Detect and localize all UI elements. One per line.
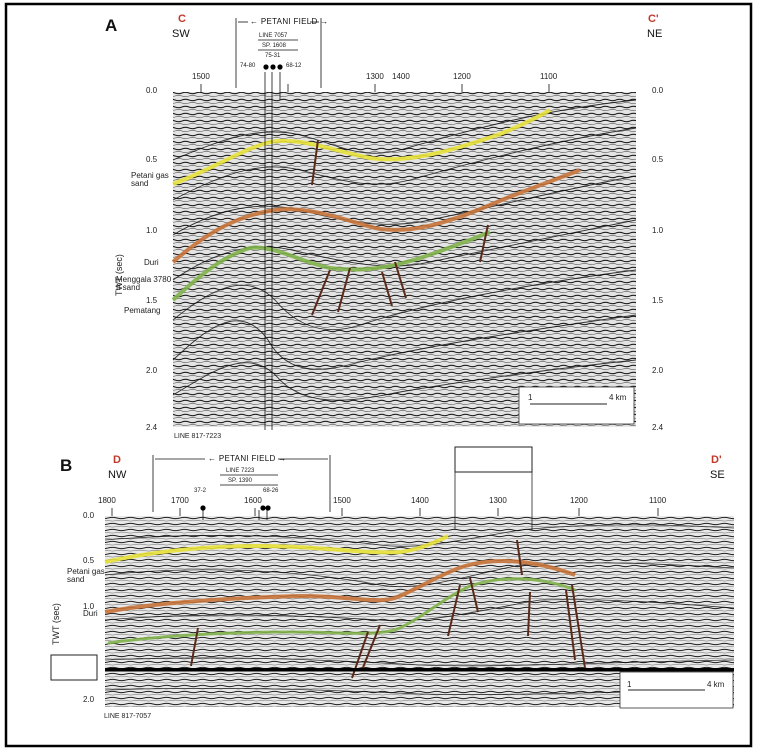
line-ref-a: LINE 7057 [259, 33, 288, 39]
section-end-label-b: D' [711, 454, 722, 466]
y-tick-a-left-0: 0.0 [146, 86, 158, 95]
x-tick-b-1800: 1800 [98, 496, 116, 505]
field-name-a: ← PETANI FIELD → [250, 17, 329, 26]
x-tick-a-1100: 1100 [540, 72, 558, 81]
y-tick-a-left-2: 1.0 [146, 226, 158, 235]
scale-box-a [518, 386, 635, 425]
field-bracket-b [152, 455, 331, 512]
horizon-label-petani-b: Petani gas sand [67, 567, 105, 585]
y-tick-b-0: 0.0 [83, 511, 95, 520]
horizon-petani-b [104, 534, 449, 564]
y-tick-a-right-3: 1.5 [652, 296, 664, 305]
y-tick-b-3: 2.0 [83, 695, 95, 704]
horizon-label-menggala-a: Menggala 3780 ft sand [116, 275, 172, 293]
horizon-duri-b [104, 559, 576, 614]
section-start-dir-b: NW [108, 469, 127, 481]
well-label-b-2: 68-26 [263, 488, 279, 494]
field-name-b: ← PETANI FIELD → [208, 454, 287, 463]
scale-start-b: 1 [627, 680, 632, 689]
x-tick-a-1400: 1400 [392, 72, 410, 81]
panel-letter-a: A [105, 16, 118, 35]
y-tick-a-right-5: 2.4 [652, 423, 664, 432]
x-tick-b-1200: 1200 [570, 496, 588, 505]
section-end-dir-b: SE [710, 469, 725, 481]
y-axis-label-b: TWT (sec) [51, 603, 61, 645]
y-tick-b-1: 0.5 [83, 556, 95, 565]
section-start-label-a: C [178, 13, 186, 25]
well-label-a-2: 75-31 [265, 53, 281, 59]
y-tick-a-left-3: 1.5 [146, 296, 158, 305]
well-dot-b-3 [265, 505, 271, 511]
x-tick-a-1300: 1300 [366, 72, 384, 81]
horizon-label-petani-a: Petani gas sand [131, 171, 169, 189]
horizon-menggala-a [171, 230, 491, 302]
x-tick-a-1500: 1500 [192, 72, 210, 81]
well-label-a-1: 74-80 [240, 63, 256, 69]
seismic-reflectors-a [172, 99, 637, 401]
horizon-label-duri-b: Duri [83, 609, 98, 618]
faults-a [311, 139, 489, 316]
panel-letter-b: B [60, 456, 73, 475]
well-lines-a [264, 72, 281, 430]
x-tick-b-1700: 1700 [171, 496, 189, 505]
scale-start-a: 1 [528, 393, 533, 402]
y-tick-a-right-1: 0.5 [652, 155, 664, 164]
horizon-petani-a [172, 108, 552, 186]
y-tick-a-left-5: 2.4 [146, 423, 158, 432]
sp-ref-b: SP. 1390 [228, 478, 252, 484]
section-end-dir-a: NE [647, 28, 663, 40]
outer-border [4, 2, 753, 748]
well-dot-b-2 [260, 505, 266, 511]
scale-end-a: 4 km [609, 393, 627, 402]
redaction-box-top [454, 446, 533, 473]
well-dot-a-1 [263, 64, 269, 70]
x-tick-b-1300: 1300 [489, 496, 507, 505]
horizon-green-b [107, 577, 576, 645]
redaction-box-left [50, 654, 98, 681]
y-tick-a-right-2: 1.0 [652, 226, 664, 235]
well-lines-b [202, 510, 268, 520]
seismic-section-a [173, 92, 636, 427]
x-tick-b-1500: 1500 [333, 496, 351, 505]
x-tick-b-1400: 1400 [411, 496, 429, 505]
x-tick-b-1100: 1100 [649, 496, 667, 505]
well-label-a-3: 68-12 [286, 63, 302, 69]
horizon-duri-a [171, 168, 581, 264]
scale-end-b: 4 km [707, 680, 725, 689]
section-end-label-a: C' [648, 13, 659, 25]
sp-ref-a: SP. 1608 [262, 43, 286, 49]
line-ref-b: LINE 7223 [226, 468, 255, 474]
field-bracket-a [235, 18, 322, 88]
line-caption-b: LINE 817-7057 [104, 713, 152, 720]
well-dot-a-2 [270, 64, 276, 70]
horizon-label-duri-a: Duri [144, 258, 159, 267]
black-line-b [105, 668, 734, 672]
line-caption-a: LINE 817-7223 [174, 433, 222, 440]
x-tick-a-1200: 1200 [453, 72, 471, 81]
x-tick-marks-b [111, 508, 659, 516]
y-tick-a-left-1: 0.5 [146, 155, 158, 164]
y-tick-b-2: 1.0 [83, 602, 95, 611]
horizon-label-pematang-a: Pematang [124, 306, 161, 315]
x-tick-marks-a [200, 84, 550, 92]
well-dot-a-3 [277, 64, 283, 70]
y-tick-a-right-4: 2.0 [652, 366, 664, 375]
well-label-b-1: 37-2 [194, 488, 207, 494]
section-start-label-b: D [113, 454, 121, 466]
y-tick-a-left-4: 2.0 [146, 366, 158, 375]
x-tick-b-1600: 1600 [244, 496, 262, 505]
y-tick-a-right-0: 0.0 [652, 86, 664, 95]
well-dot-b-1 [200, 505, 206, 511]
section-start-dir-a: SW [172, 28, 190, 40]
